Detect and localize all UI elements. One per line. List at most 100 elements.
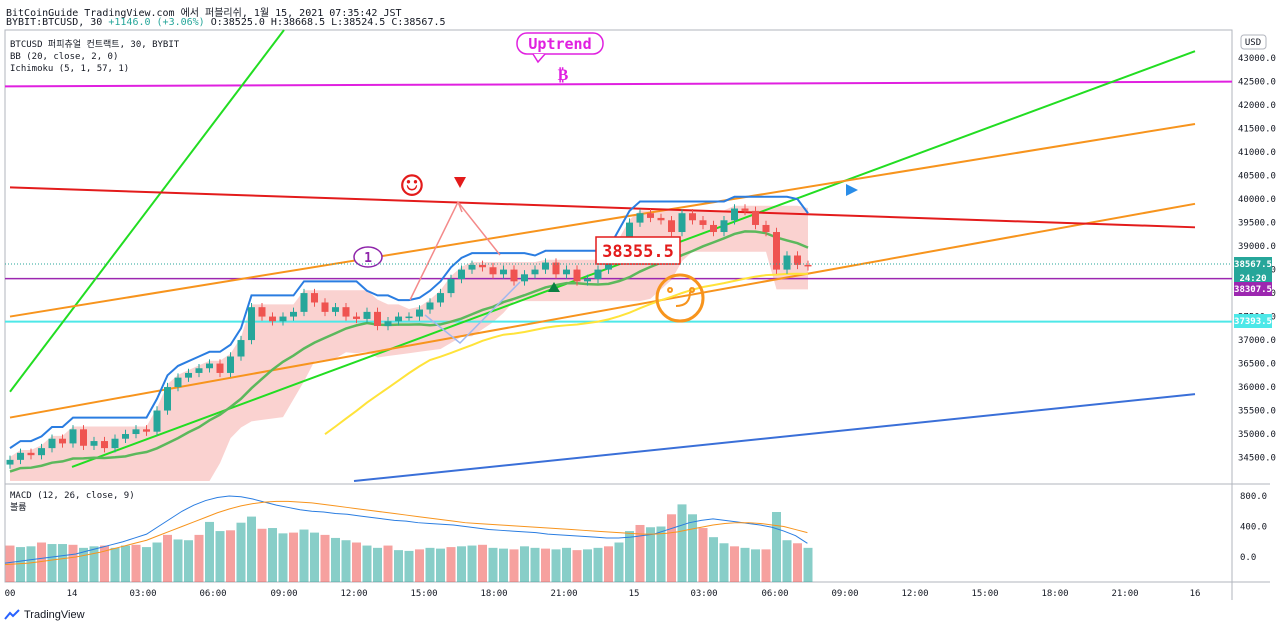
candle-body (90, 441, 98, 446)
legend-main: BTCUSD 퍼피츄얼 컨트랙트, 30, BYBIT (10, 39, 180, 50)
macd-bar (47, 544, 57, 582)
candle-body (468, 264, 476, 270)
candle-body (269, 316, 276, 322)
last-price-tag-bg (1234, 257, 1272, 271)
macd-bar (299, 529, 309, 582)
x-tick-label: 15:00 (971, 589, 998, 599)
macd-bar (215, 531, 225, 582)
candle-body (216, 363, 224, 373)
candle-body (153, 410, 161, 432)
candle-body (258, 307, 266, 317)
x-tick-label: 18:00 (480, 589, 507, 599)
currency-label: USD (1245, 38, 1261, 48)
cyan-price-tag: 37393.5 (1234, 317, 1272, 327)
macd-bar (394, 550, 403, 582)
y-tick-label: 40000.0 (1238, 195, 1276, 205)
candle-body (710, 224, 717, 233)
x-tick-label: 00 (5, 589, 16, 599)
candle-body (405, 316, 413, 319)
y-tick-label: 39500.0 (1238, 219, 1276, 229)
macd-bar (751, 549, 760, 582)
macd-bar (604, 546, 613, 582)
candle-body (59, 438, 66, 444)
macd-bar (320, 534, 330, 582)
purple-price-tag: 38307.5 (1234, 285, 1272, 295)
macd-bar (467, 545, 477, 582)
candle-body (426, 302, 434, 310)
macd-bar (509, 549, 519, 582)
candle-body (395, 316, 402, 322)
macd-bar (530, 547, 540, 582)
macd-bar (625, 531, 634, 582)
header-symbol: BYBIT:BTCUSD, 30 (6, 17, 103, 28)
cyan-price-tag-bg (1234, 314, 1272, 328)
candle-body (500, 269, 507, 275)
purple-price-tag-bg (1234, 282, 1272, 296)
candle-body (657, 217, 665, 221)
macd-bar (131, 544, 141, 582)
macd-bar (331, 537, 340, 582)
macd-tick-label: 400.0 (1240, 523, 1267, 533)
macd-bar (782, 540, 792, 582)
projection-path-blue (424, 281, 521, 345)
tradingview-footer: TradingView (4, 609, 85, 621)
candle-body (290, 311, 297, 317)
macd-bar (58, 544, 67, 582)
candle-body (521, 274, 528, 282)
header-ohlc: O:38525.0 H:38668.5 L:38524.5 C:38567.5 (210, 17, 446, 28)
macd-bar (373, 547, 382, 582)
candle-body (6, 459, 14, 465)
y-tick-label: 35500.0 (1238, 407, 1276, 417)
candle-body (458, 269, 465, 279)
candle-body (605, 260, 612, 270)
header-symbol-line: BYBIT:BTCUSD, 30 +1146.0 (+3.06%) O:3852… (6, 17, 446, 28)
y-tick-label: 42000.0 (1238, 101, 1276, 111)
bb-upper-line (9, 195, 809, 449)
candle-body (741, 208, 749, 211)
magenta-level-line (4, 80, 1233, 88)
x-tick-label: 09:00 (831, 589, 858, 599)
x-tick-label: 18:00 (1041, 589, 1068, 599)
macd-line (4, 495, 808, 564)
candle-body (489, 267, 497, 275)
projection-path-red (409, 200, 501, 301)
candle-body (321, 302, 329, 312)
candle-body (185, 372, 192, 378)
macd-bar (646, 527, 655, 582)
candle-body (174, 377, 182, 388)
macd-bar (5, 545, 15, 582)
candle-body (111, 438, 119, 449)
y-tick-label: 36500.0 (1238, 360, 1276, 370)
smiley-red-icon: ☺ (401, 164, 424, 208)
x-tick-label: 16 (1190, 589, 1201, 599)
candle-body (48, 438, 56, 449)
candle-body (122, 434, 129, 439)
legend-ichimoku: Ichimoku (5, 1, 57, 1) (10, 64, 129, 74)
legend-bb: BB (20, close, 2, 0) (10, 52, 118, 62)
macd-bar (499, 548, 508, 582)
macd-bar (583, 549, 592, 582)
x-tick-label: 15:00 (410, 589, 437, 599)
macd-bar (688, 514, 697, 582)
candle-body (143, 429, 150, 432)
macd-bar (16, 547, 25, 582)
uptrend-label: Uptrend (528, 35, 591, 53)
macd-bar (761, 549, 771, 582)
candle-body (300, 293, 308, 312)
macd-bar (257, 528, 267, 582)
countdown-tag: 24:20 (1239, 274, 1266, 284)
macd-bar (730, 546, 739, 582)
candle-body (584, 278, 591, 282)
y-tick-label: 39000.0 (1238, 242, 1276, 252)
macd-bar (709, 537, 718, 582)
macd-tick-label: 0.0 (1240, 553, 1256, 563)
smiley-orange-icon (655, 273, 705, 323)
candle-body (17, 452, 24, 460)
candle-body (804, 264, 812, 267)
candle-body (447, 278, 455, 294)
last-price-tag: 38567.5 (1234, 260, 1272, 270)
candle-body (132, 429, 140, 435)
candle-body (552, 262, 560, 275)
macd-bar (793, 543, 802, 582)
